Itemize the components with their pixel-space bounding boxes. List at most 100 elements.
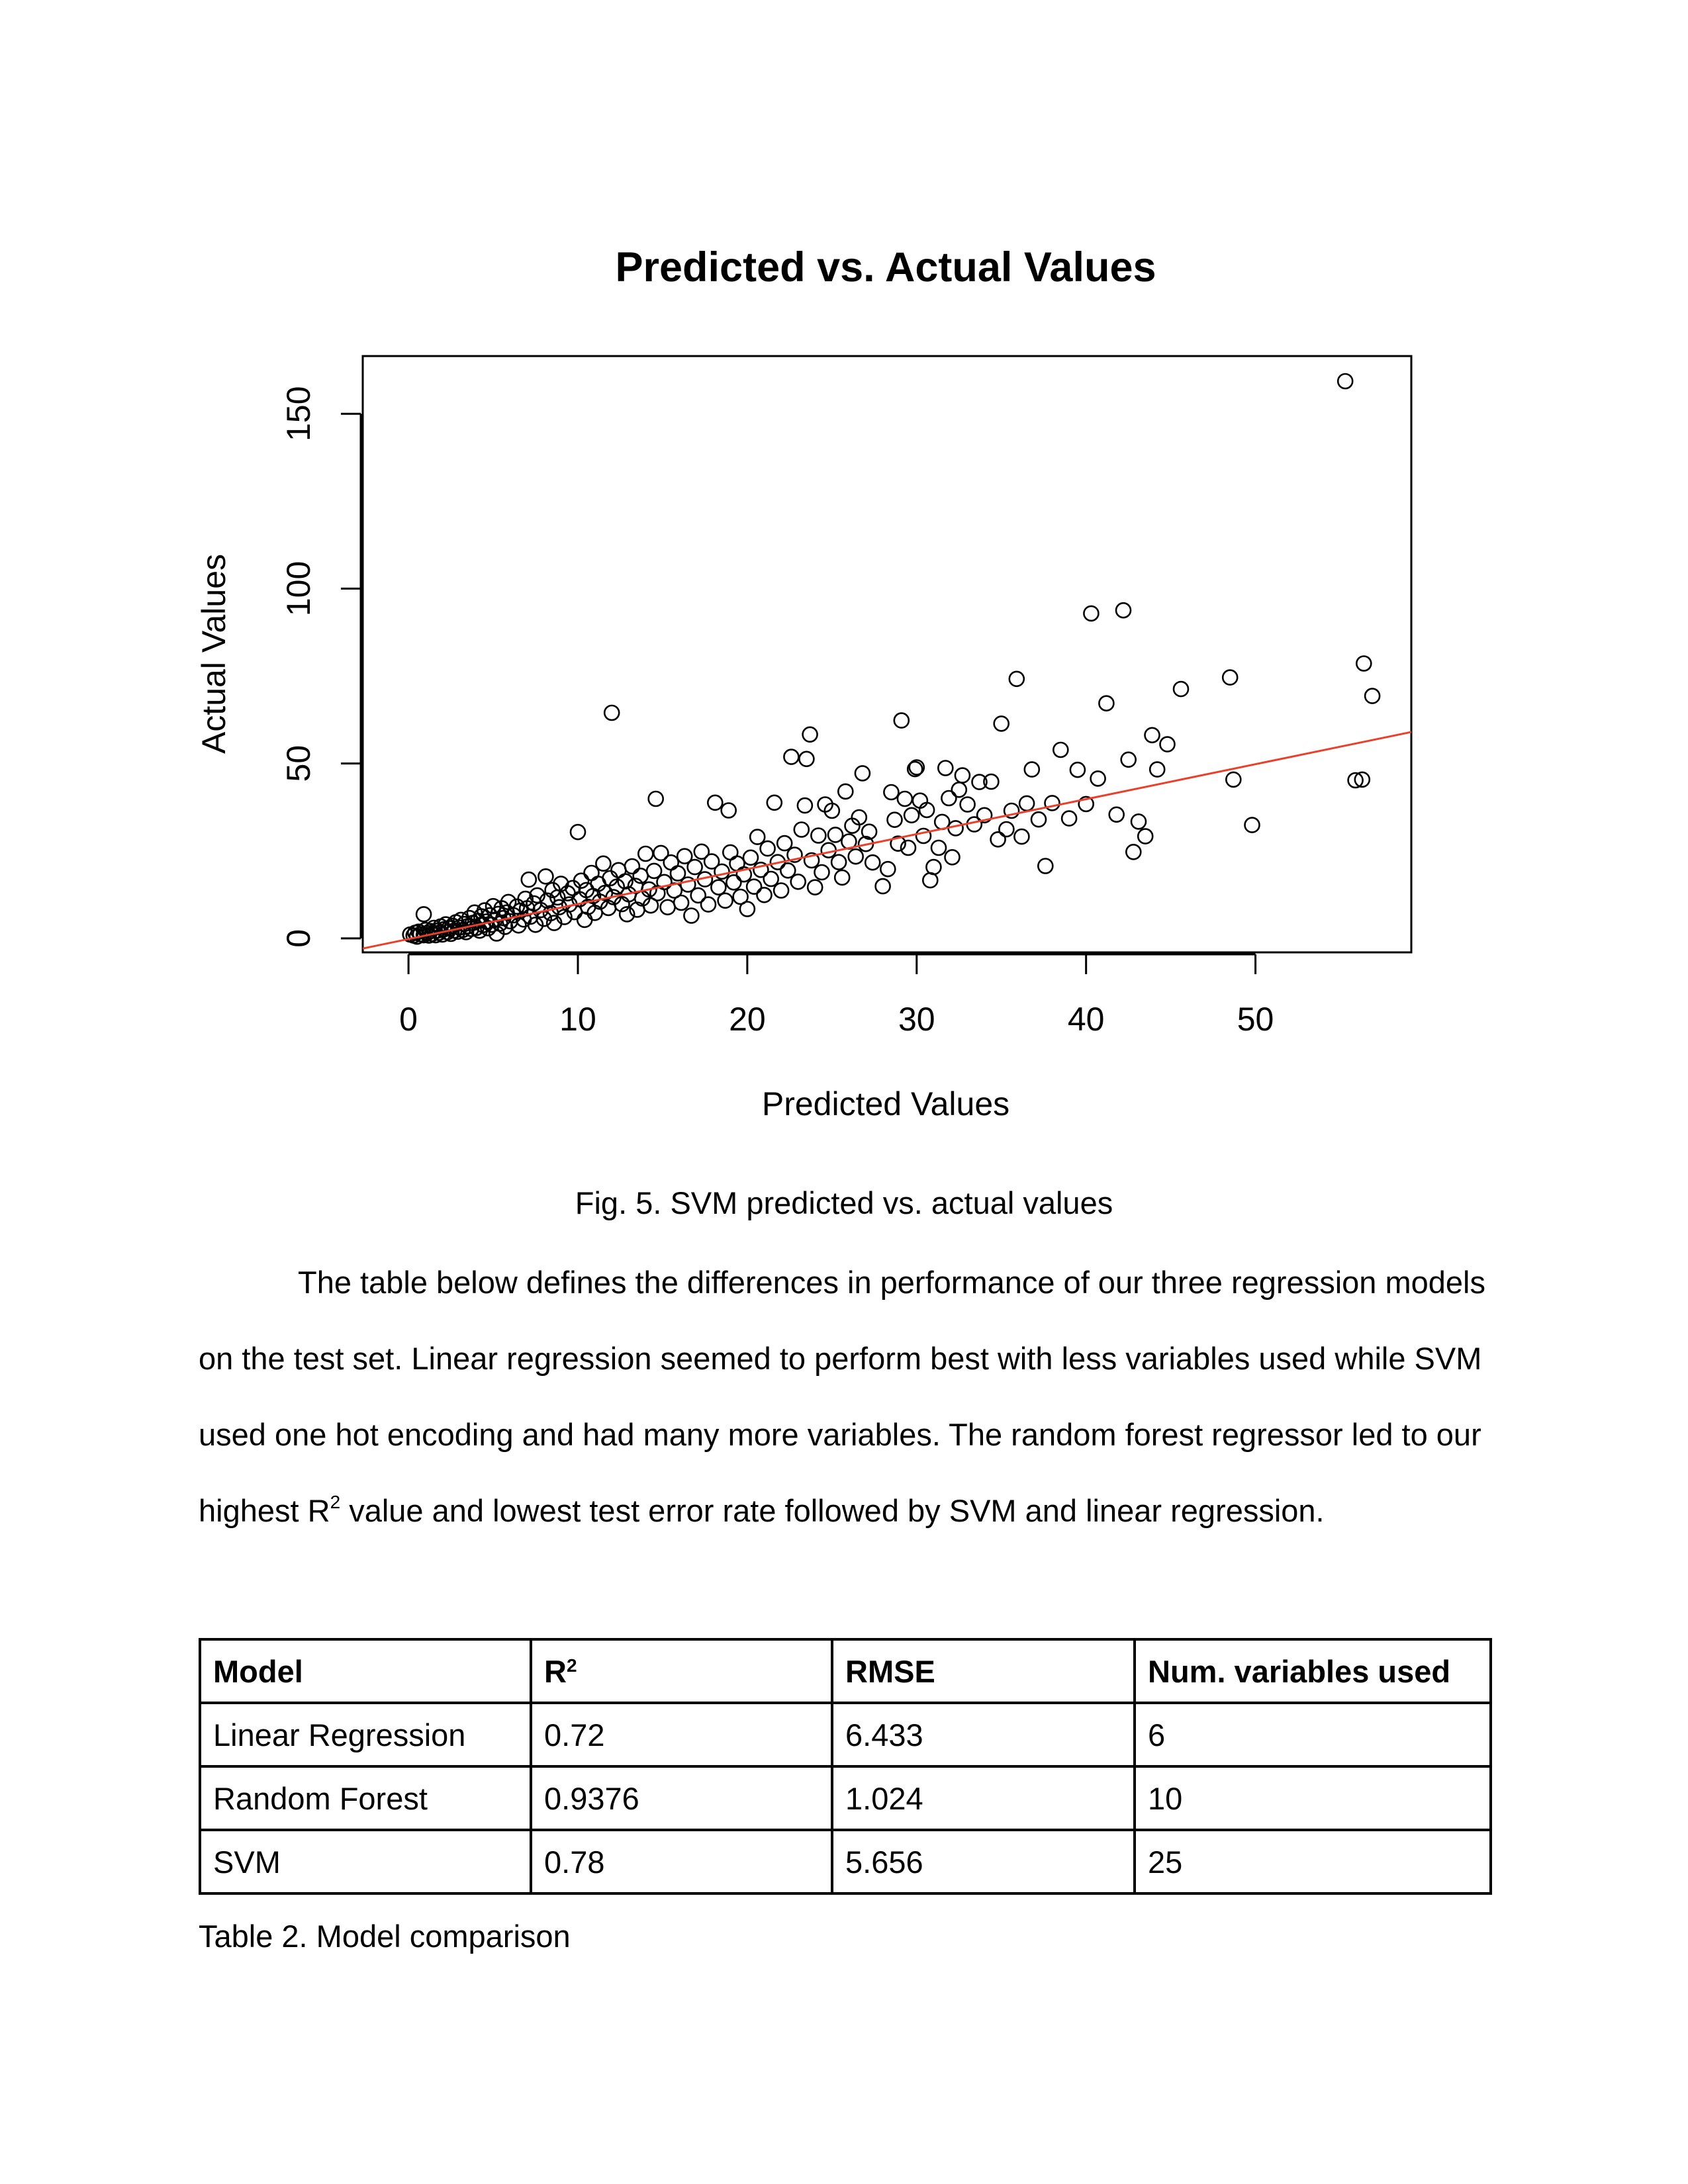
data-point bbox=[954, 767, 971, 784]
data-point bbox=[1364, 688, 1381, 704]
table-row: Linear Regression 0.72 6.433 6 bbox=[199, 1702, 1492, 1768]
data-point bbox=[1078, 796, 1094, 813]
data-point bbox=[903, 807, 920, 824]
cell-rmse: 5.656 bbox=[831, 1829, 1136, 1895]
y-axis-label: Actual Values bbox=[195, 554, 232, 754]
data-point bbox=[1018, 795, 1035, 812]
header-rmse: RMSE bbox=[831, 1638, 1136, 1704]
data-point bbox=[595, 855, 612, 872]
data-point bbox=[1083, 605, 1100, 622]
data-point bbox=[1172, 680, 1190, 698]
data-point bbox=[759, 840, 776, 857]
data-point bbox=[922, 872, 939, 889]
data-point bbox=[1098, 695, 1115, 711]
data-point bbox=[1356, 655, 1372, 672]
data-point bbox=[918, 801, 935, 819]
data-point bbox=[896, 790, 914, 807]
data-point bbox=[802, 726, 818, 743]
data-point bbox=[1159, 736, 1176, 752]
data-point bbox=[998, 821, 1015, 838]
data-point bbox=[830, 854, 847, 870]
data-point bbox=[686, 858, 703, 876]
cell-model: SVM bbox=[199, 1829, 532, 1895]
y-tick-label: 150 bbox=[280, 386, 317, 441]
table-header-row: Model R2 RMSE Num. variables used bbox=[199, 1638, 1492, 1704]
paragraph-text-1: The table below defines the differences … bbox=[199, 1265, 1485, 1528]
data-point bbox=[641, 881, 657, 898]
data-point bbox=[1090, 770, 1106, 787]
data-point bbox=[951, 782, 968, 798]
x-tick-label: 40 bbox=[1068, 1001, 1105, 1038]
data-point bbox=[864, 854, 881, 871]
data-point bbox=[823, 802, 841, 819]
regression-line bbox=[362, 731, 1412, 950]
data-point bbox=[735, 866, 753, 883]
data-point bbox=[1144, 727, 1160, 744]
data-point bbox=[517, 890, 534, 907]
data-point bbox=[710, 879, 727, 895]
data-point bbox=[642, 897, 659, 914]
table-row: SVM 0.78 5.656 25 bbox=[199, 1829, 1492, 1895]
x-axis-label: Predicted Values bbox=[762, 1085, 1009, 1122]
y-tick-label: 100 bbox=[280, 561, 317, 616]
data-point bbox=[676, 848, 693, 864]
data-point bbox=[717, 892, 733, 909]
data-point bbox=[937, 760, 954, 776]
data-point bbox=[1060, 810, 1078, 827]
y-tick-label: 0 bbox=[280, 929, 317, 948]
data-point bbox=[763, 870, 779, 887]
header-r2: R2 bbox=[530, 1638, 833, 1704]
body-paragraph: The table below defines the differences … bbox=[199, 1244, 1489, 1549]
header-r2-sup: 2 bbox=[566, 1655, 577, 1676]
header-r2-base: R bbox=[544, 1653, 567, 1689]
data-point bbox=[1149, 761, 1166, 778]
y-tick-label: 50 bbox=[280, 745, 317, 782]
data-point bbox=[520, 871, 538, 888]
cell-vars: 10 bbox=[1133, 1765, 1492, 1831]
data-point bbox=[1037, 858, 1054, 874]
data-point bbox=[941, 790, 957, 807]
data-point bbox=[745, 878, 763, 895]
data-point bbox=[947, 820, 964, 837]
data-point bbox=[722, 844, 739, 861]
data-point bbox=[1137, 828, 1154, 844]
data-point bbox=[624, 858, 641, 875]
data-point bbox=[990, 831, 1006, 848]
data-point bbox=[790, 874, 806, 890]
data-point bbox=[569, 823, 586, 841]
axes: 0 10 20 30 40 50 0 50 100 150 bbox=[280, 386, 1274, 1038]
data-point bbox=[690, 887, 706, 904]
data-point bbox=[680, 876, 696, 893]
data-point bbox=[1336, 373, 1354, 390]
data-point bbox=[653, 844, 669, 862]
data-point bbox=[1225, 771, 1242, 788]
data-point bbox=[798, 751, 815, 768]
data-point bbox=[1108, 806, 1125, 823]
data-point bbox=[874, 878, 891, 895]
data-point bbox=[780, 862, 796, 879]
data-point bbox=[847, 848, 864, 865]
data-point bbox=[603, 704, 620, 721]
data-point bbox=[806, 879, 823, 895]
data-point bbox=[900, 839, 917, 856]
header-model: Model bbox=[199, 1638, 532, 1704]
data-point bbox=[773, 882, 790, 899]
data-point bbox=[415, 906, 432, 923]
data-point bbox=[983, 773, 1000, 790]
data-point bbox=[827, 827, 844, 843]
data-point bbox=[851, 809, 868, 826]
data-point bbox=[683, 907, 700, 924]
data-point bbox=[1003, 802, 1020, 819]
data-point bbox=[663, 854, 680, 871]
data-point bbox=[810, 827, 827, 844]
data-point bbox=[783, 749, 800, 765]
data-point bbox=[610, 862, 627, 879]
header-vars: Num. variables used bbox=[1133, 1638, 1492, 1704]
data-points bbox=[402, 373, 1381, 945]
data-point bbox=[1120, 751, 1137, 768]
data-point bbox=[993, 715, 1009, 732]
data-point bbox=[944, 849, 961, 866]
data-point bbox=[930, 839, 947, 856]
data-point bbox=[803, 852, 820, 869]
data-point bbox=[793, 821, 810, 838]
